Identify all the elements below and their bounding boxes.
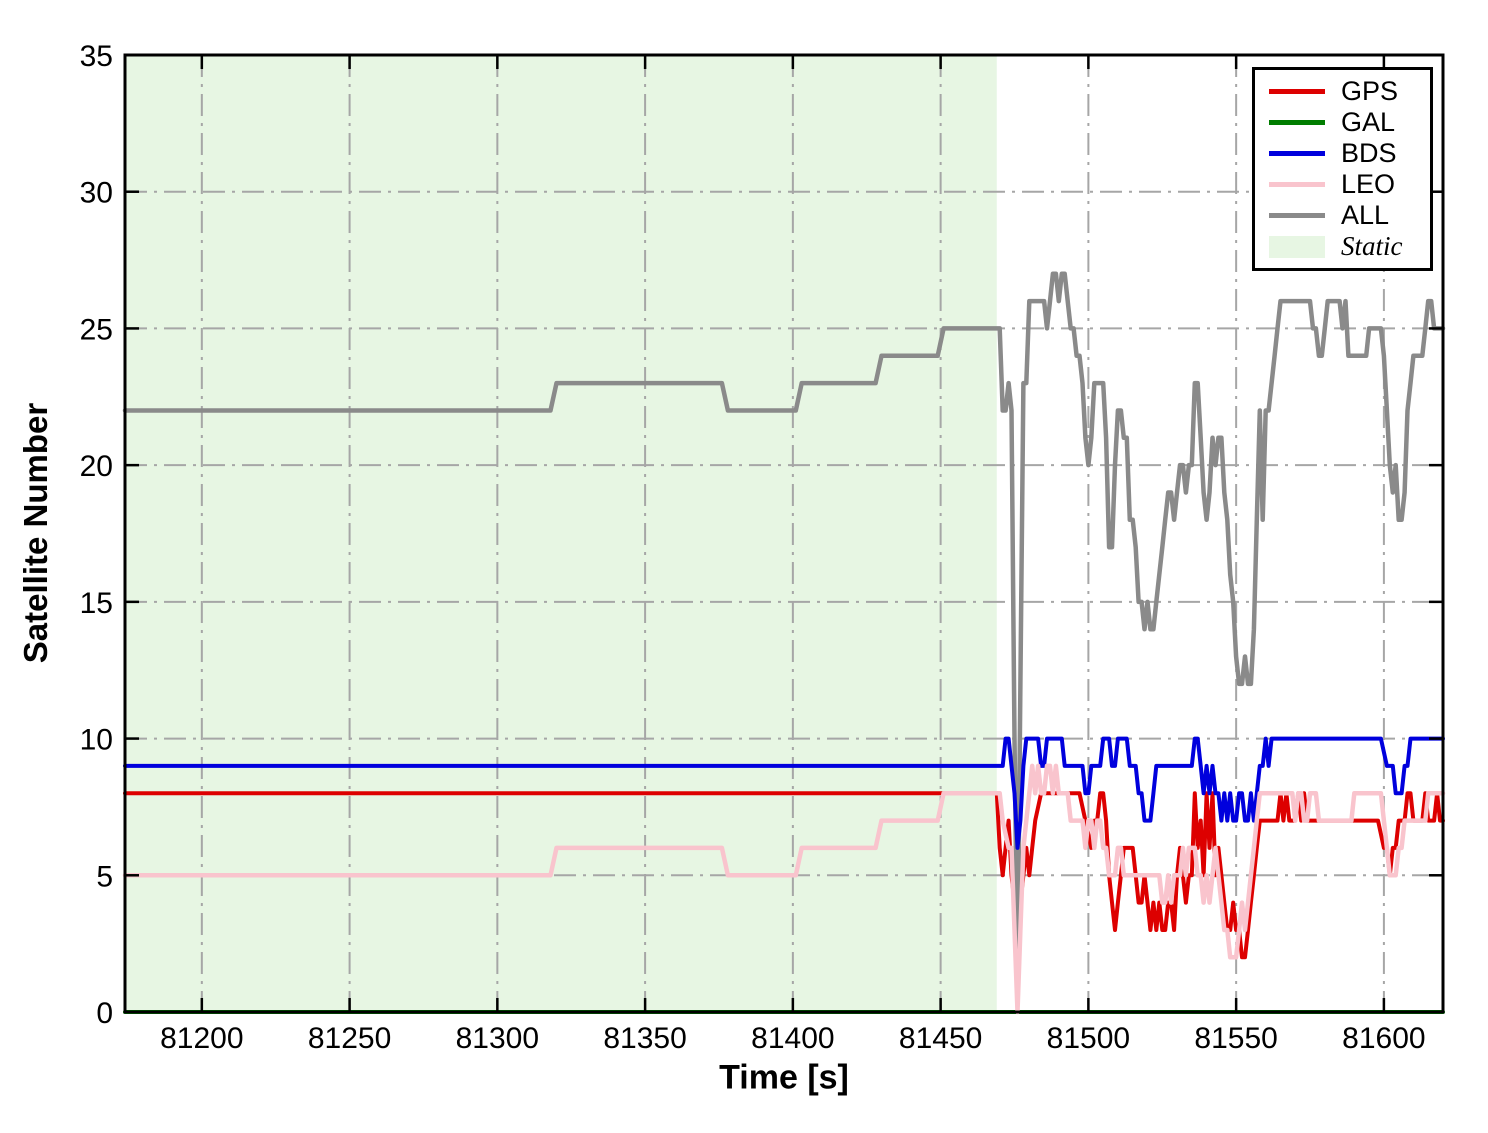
x-tick-label-81250: 81250 [308, 1022, 391, 1055]
x-tick-label-81200: 81200 [160, 1022, 243, 1055]
gal-line-swatch [1269, 120, 1325, 125]
all-line-swatch [1269, 213, 1325, 218]
x-tick-label-81500: 81500 [1047, 1022, 1130, 1055]
y-tick-label-25: 25 [80, 313, 113, 346]
legend-item-gal: GAL [1255, 107, 1430, 138]
y-tick-label-20: 20 [80, 450, 113, 483]
legend-label-gal: GAL [1341, 107, 1396, 137]
y-tick-label-35: 35 [80, 40, 113, 73]
static-region-shading [125, 55, 997, 1012]
x-tick-label-81550: 81550 [1194, 1022, 1277, 1055]
legend-item-leo: LEO [1255, 169, 1430, 200]
legend-label-static: Static [1341, 231, 1403, 261]
legend-label-all: ALL [1341, 200, 1390, 230]
legend-item-static: Static [1255, 231, 1430, 262]
x-tick-label-81600: 81600 [1342, 1022, 1425, 1055]
y-tick-label-0: 0 [96, 997, 113, 1030]
y-tick-label-10: 10 [80, 724, 113, 757]
x-tick-label-81300: 81300 [456, 1022, 539, 1055]
y-axis-label: Satellite Number [17, 402, 54, 664]
legend-label-leo: LEO [1341, 169, 1396, 199]
chart-legend: GPS GAL BDS LEO ALL Static [1252, 67, 1433, 271]
y-tick-label-15: 15 [80, 587, 113, 620]
legend-item-gps: GPS [1255, 76, 1430, 107]
y-tick-label-5: 5 [96, 860, 113, 893]
legend-label-bds: BDS [1341, 138, 1397, 168]
leo-line-swatch [1269, 182, 1325, 187]
y-tick-label-30: 30 [80, 177, 113, 210]
bds-line-swatch [1269, 151, 1325, 156]
series-line-bds [123, 736, 1445, 850]
series-line-leo [122, 763, 1446, 1015]
static-region-swatch [1269, 235, 1325, 258]
legend-label-gps: GPS [1341, 76, 1399, 106]
series-line-all [122, 271, 1446, 987]
x-tick-label-81350: 81350 [603, 1022, 686, 1055]
legend-item-bds: BDS [1255, 138, 1430, 169]
legend-item-all: ALL [1255, 200, 1430, 231]
plot-frame [123, 53, 1445, 1014]
x-tick-label-81450: 81450 [899, 1022, 982, 1055]
x-axis-label: Time [s] [719, 1058, 849, 1097]
x-tick-label-81400: 81400 [751, 1022, 834, 1055]
series-line-gps [123, 791, 1445, 960]
gps-line-swatch [1269, 89, 1325, 94]
